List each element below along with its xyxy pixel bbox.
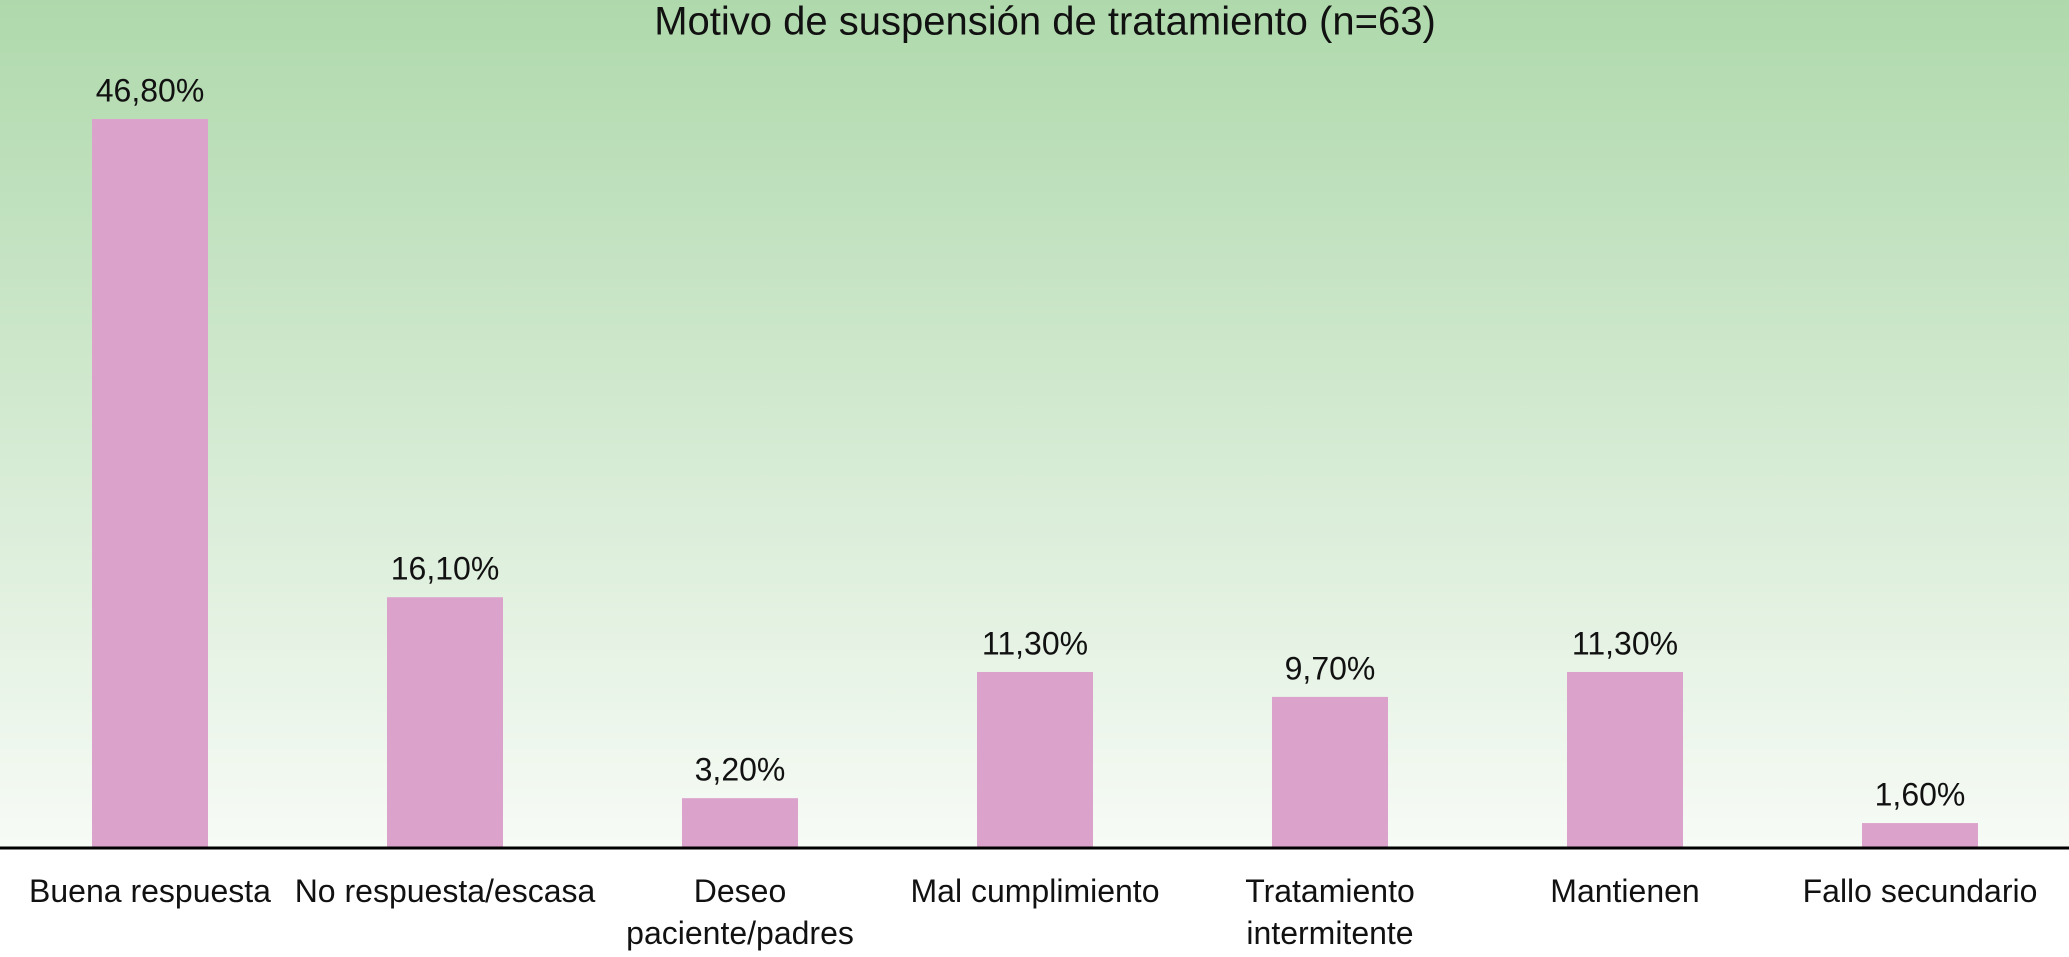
x-tick-label: Fallo secundario [1802, 873, 2038, 909]
value-label: 1,60% [1875, 777, 1966, 813]
value-label: 46,80% [96, 72, 205, 108]
bar [92, 119, 208, 848]
value-label: 9,70% [1285, 650, 1376, 686]
x-tick-label: Buena respuesta [29, 873, 271, 909]
x-tick-label: No respuesta/escasa [294, 873, 596, 909]
bar [682, 798, 798, 848]
chart-title: Motivo de suspensión de tratamiento (n=6… [654, 0, 1436, 44]
bar [1567, 671, 1683, 848]
bar [387, 597, 503, 848]
bar [1862, 823, 1978, 848]
x-tick-label: Tratamiento intermitente [1245, 873, 1415, 951]
x-tick-label: Mal cumplimiento [910, 873, 1160, 909]
value-label: 11,30% [982, 625, 1088, 661]
x-tick-label: Deseo paciente/padres [626, 873, 854, 951]
value-label: 11,30% [1572, 625, 1678, 661]
bar [977, 671, 1093, 848]
bar [1272, 696, 1388, 848]
value-label: 3,20% [695, 752, 786, 788]
value-label: 16,10% [391, 551, 500, 587]
x-tick-label: Mantienen [1550, 873, 1700, 909]
